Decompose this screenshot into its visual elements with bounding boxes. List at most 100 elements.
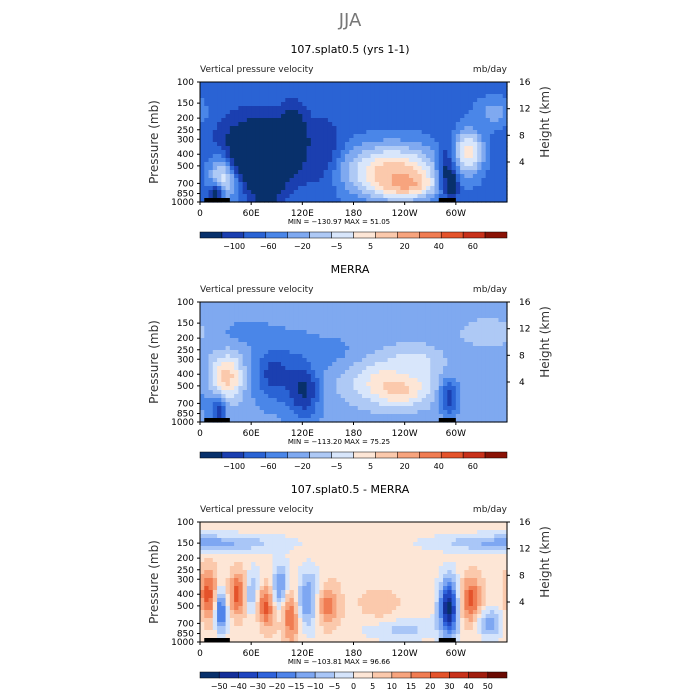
field-cell xyxy=(251,382,257,387)
field-cell xyxy=(387,358,393,363)
field-cell xyxy=(481,114,487,119)
field-cell xyxy=(477,362,483,367)
field-cell xyxy=(281,370,286,375)
field-cell xyxy=(502,182,508,187)
field-cell xyxy=(238,186,244,191)
field-cell xyxy=(229,198,235,203)
field-cell xyxy=(494,342,500,347)
field-cell xyxy=(443,154,448,159)
field-cell xyxy=(489,366,495,371)
field-cell xyxy=(391,110,397,115)
field-cell xyxy=(289,174,295,179)
field-cell xyxy=(460,190,465,195)
field-cell xyxy=(293,106,299,111)
field-cell xyxy=(434,146,440,151)
field-cell xyxy=(263,522,269,527)
field-cell xyxy=(400,378,406,383)
field-cell xyxy=(212,414,218,419)
field-cell xyxy=(366,306,372,311)
field-cell xyxy=(302,410,308,415)
field-cell xyxy=(374,526,380,531)
field-cell xyxy=(238,146,244,151)
field-cell xyxy=(323,322,329,327)
field-cell xyxy=(349,178,355,183)
field-cell xyxy=(349,418,355,423)
field-cell xyxy=(302,370,308,375)
field-cell xyxy=(212,362,218,367)
field-cell xyxy=(340,386,346,391)
field-cell xyxy=(263,550,269,555)
field-cell xyxy=(408,406,414,411)
field-cell xyxy=(387,382,393,387)
field-cell xyxy=(246,158,252,163)
field-cell xyxy=(212,370,218,375)
field-cell xyxy=(344,538,350,543)
field-cell xyxy=(357,358,363,363)
field-cell xyxy=(255,526,261,531)
field-cell xyxy=(468,126,474,131)
field-cell xyxy=(349,126,355,131)
field-cell xyxy=(281,354,286,359)
field-cell xyxy=(481,186,487,191)
field-cell xyxy=(212,314,218,319)
field-cell xyxy=(344,378,350,383)
field-cell xyxy=(246,170,252,175)
field-cell xyxy=(276,86,282,91)
field-cell xyxy=(468,82,474,87)
field-cell xyxy=(396,386,401,391)
field-cell xyxy=(208,86,214,91)
field-cell xyxy=(281,126,286,131)
field-cell xyxy=(468,362,474,367)
field-cell xyxy=(434,150,440,155)
field-cell xyxy=(477,318,483,323)
field-cell xyxy=(481,326,487,331)
field-cell xyxy=(464,130,470,135)
field-cell xyxy=(430,358,436,363)
field-cell xyxy=(242,162,248,167)
field-cell xyxy=(204,530,210,535)
field-cell xyxy=(374,178,380,183)
field-cell xyxy=(340,398,346,403)
field-cell xyxy=(204,390,210,395)
field-cell xyxy=(472,402,478,407)
field-cell xyxy=(251,366,257,371)
field-cell xyxy=(413,346,419,351)
field-cell xyxy=(413,150,419,155)
field-cell xyxy=(430,314,436,319)
field-cell xyxy=(225,338,231,343)
field-cell xyxy=(413,542,419,547)
field-cell xyxy=(485,182,491,187)
field-cell xyxy=(349,306,355,311)
field-cell xyxy=(481,302,487,307)
field-cell xyxy=(396,330,401,335)
field-cell xyxy=(251,318,257,323)
field-cell xyxy=(315,118,320,123)
field-cell xyxy=(417,82,423,87)
field-cell xyxy=(485,118,491,123)
field-cell xyxy=(362,390,367,395)
field-cell xyxy=(357,350,363,355)
field-cell xyxy=(246,414,252,419)
field-cell xyxy=(400,170,406,175)
field-cell xyxy=(276,158,282,163)
field-cell xyxy=(366,190,372,195)
field-cell xyxy=(477,374,483,379)
field-cell xyxy=(221,414,227,419)
field-cell xyxy=(455,94,461,99)
field-cell xyxy=(408,358,414,363)
colorbar-swatch xyxy=(484,451,508,459)
field-cell xyxy=(396,110,401,115)
field-cell xyxy=(251,542,257,547)
field-cell xyxy=(332,170,338,175)
field-cell xyxy=(212,138,218,143)
field-cell xyxy=(362,338,367,343)
field-cell xyxy=(281,418,286,423)
field-cell xyxy=(408,150,414,155)
field-cell xyxy=(272,550,278,555)
field-cell xyxy=(229,410,235,415)
field-cell xyxy=(229,386,235,391)
field-cell xyxy=(366,346,372,351)
field-cell xyxy=(268,138,274,143)
field-cell xyxy=(443,102,448,107)
field-cell xyxy=(255,126,261,131)
